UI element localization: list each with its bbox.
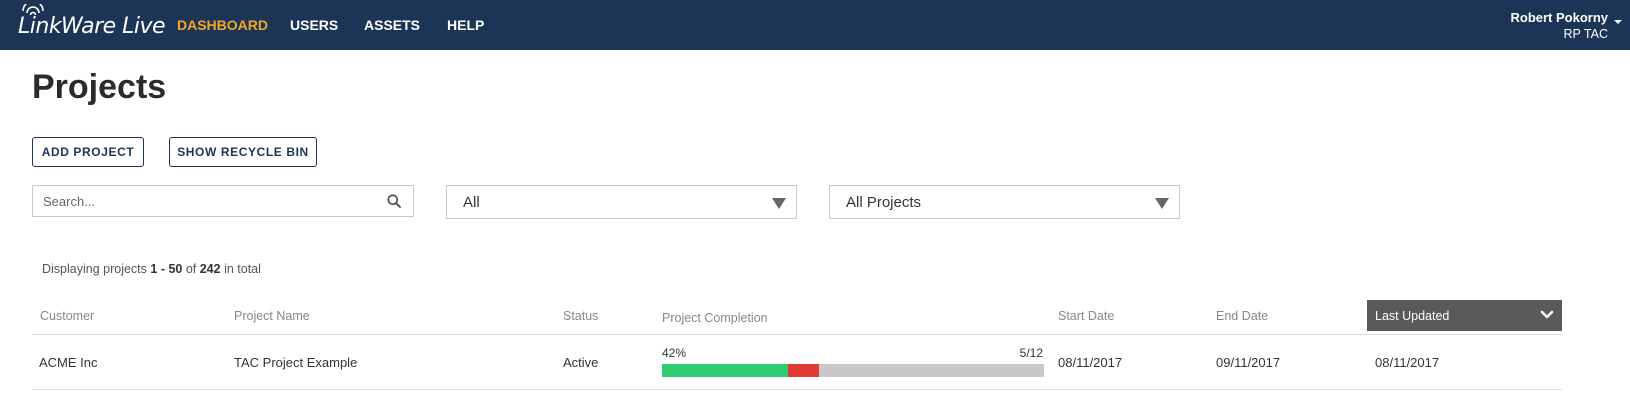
user-name: Robert Pokorny: [1510, 10, 1608, 25]
search-icon[interactable]: [387, 194, 401, 208]
header-divider: [32, 334, 1562, 335]
cell-end-date: 09/11/2017: [1216, 355, 1281, 370]
nav-help[interactable]: HELP: [447, 17, 485, 33]
dropdown-triangle-icon: [1155, 198, 1169, 209]
add-project-button[interactable]: ADD PROJECT: [32, 137, 144, 167]
progress-segment-fail: [788, 364, 819, 377]
page-title: Projects: [32, 68, 167, 106]
column-header-end-date[interactable]: End Date: [1216, 309, 1269, 323]
progress-segment-pass: [662, 364, 789, 377]
summary-suffix: in total: [220, 262, 261, 276]
user-menu-caret-icon[interactable]: [1614, 20, 1622, 24]
column-header-project-name[interactable]: Project Name: [234, 309, 310, 323]
user-menu[interactable]: Robert Pokorny RP TAC: [1510, 9, 1608, 43]
top-navigation-bar: LinkWare Live DASHBOARD USERS ASSETS HEL…: [0, 0, 1630, 50]
column-header-customer[interactable]: Customer: [40, 309, 95, 323]
cell-project-name[interactable]: TAC Project Example: [234, 355, 358, 370]
row-divider: [32, 389, 1562, 390]
summary-range: 1 - 50: [150, 262, 183, 276]
summary-prefix: Displaying projects: [42, 262, 151, 276]
nav-dashboard[interactable]: DASHBOARD: [177, 17, 268, 33]
project-filter-value: All Projects: [846, 193, 922, 211]
nav-users[interactable]: USERS: [290, 17, 339, 33]
column-header-start-date[interactable]: Start Date: [1058, 309, 1115, 323]
chevron-down-icon: [1540, 310, 1554, 319]
wifi-icon: [22, 4, 44, 16]
column-header-project-completion[interactable]: Project Completion: [662, 311, 768, 325]
nav-assets[interactable]: ASSETS: [364, 17, 421, 33]
summary-middle: of: [182, 262, 200, 276]
column-header-last-updated-label: Last Updated: [1375, 308, 1450, 323]
cell-customer: ACME Inc: [39, 355, 98, 370]
project-filter-select[interactable]: All Projects: [829, 185, 1180, 219]
cell-start-date: 08/11/2017: [1058, 355, 1123, 370]
results-summary: Displaying projects 1 - 50 of 242 in tot…: [42, 262, 261, 276]
app-logo[interactable]: LinkWare Live: [18, 14, 166, 39]
completion-percent: 42%: [662, 346, 687, 360]
cell-last-updated: 08/11/2017: [1375, 355, 1440, 370]
show-recycle-bin-button[interactable]: SHOW RECYCLE BIN: [169, 137, 317, 167]
status-filter-value: All: [463, 193, 480, 211]
dropdown-triangle-icon: [772, 198, 786, 209]
search-input[interactable]: [33, 186, 413, 216]
user-organization: RP TAC: [1563, 27, 1608, 41]
search-box: [32, 185, 414, 217]
summary-total: 242: [199, 262, 221, 276]
column-header-status[interactable]: Status: [563, 309, 599, 323]
column-header-last-updated[interactable]: Last Updated: [1367, 300, 1562, 331]
completion-progress-bar: [662, 364, 1044, 377]
status-filter-select[interactable]: All: [446, 185, 797, 219]
cell-status: Active: [563, 355, 599, 370]
completion-fraction: 5/12: [1019, 346, 1043, 360]
